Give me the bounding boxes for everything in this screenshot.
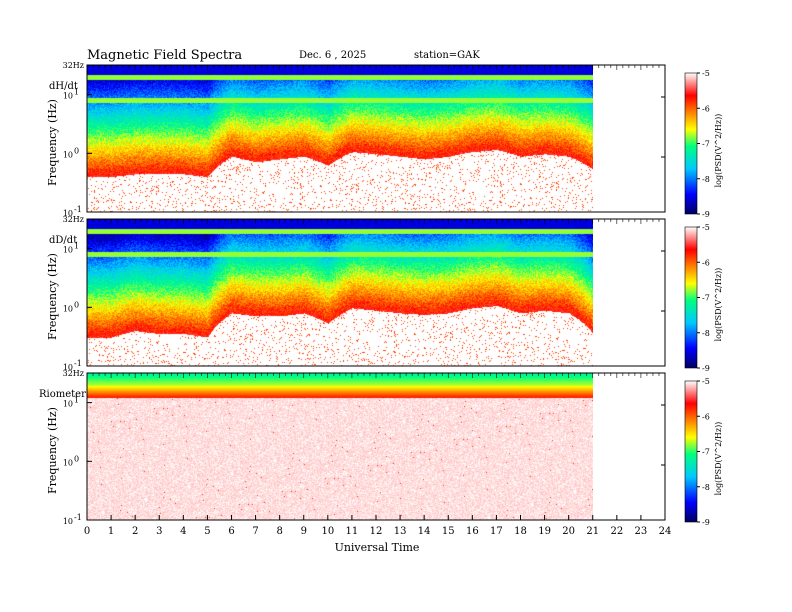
panel-name: Riometer (39, 389, 86, 400)
colorbar-tick-label: -6 (702, 412, 710, 421)
colorbar-tick-label: -6 (702, 104, 710, 113)
colorbar-tick-label: -9 (702, 518, 710, 527)
colorbar (684, 72, 698, 215)
y-tick-exponent: 0 (74, 454, 79, 463)
y-tick-label: 10 (63, 517, 73, 526)
colorbar-tick-label: -8 (702, 483, 710, 492)
y-tick-label: 10 (63, 458, 73, 467)
y-tick-exponent: 0 (74, 146, 79, 155)
spectrogram-image (87, 219, 593, 366)
x-axis-label: Universal Time (335, 541, 420, 554)
colorbar-tick-label: -7 (702, 448, 710, 457)
x-tick-label: 15 (442, 526, 455, 537)
colorbar-tick-label: -7 (702, 294, 710, 303)
x-tick-label: 2 (132, 526, 138, 537)
colorbar-tick-label: -5 (702, 223, 710, 232)
x-tick-label: 18 (514, 526, 527, 537)
y-tick-label: 10 (63, 304, 73, 313)
y-axis-label: Frequency (Hz) (46, 253, 59, 340)
panel-name: dD/dt (49, 235, 77, 246)
y-tick-exponent: 0 (74, 300, 79, 309)
time-axis: 0 1 2 3 4 5 6 7 8 9 10 11 12 13 14 15 16 17 18 19 20 21 22 23 24 (84, 515, 672, 537)
x-tick-label: 21 (586, 526, 599, 537)
x-tick-label: 13 (394, 526, 407, 537)
x-tick-label: 3 (156, 526, 162, 537)
x-tick-label: 5 (204, 526, 210, 537)
spectrogram-image (87, 65, 593, 212)
station-label: station=GAK (414, 50, 480, 61)
y-tick-label: 32Hz (63, 215, 84, 224)
x-tick-label: 9 (301, 526, 307, 537)
y-tick-exponent: -1 (74, 359, 82, 368)
y-axis-label: Frequency (Hz) (46, 407, 59, 494)
y-tick-exponent: 1 (74, 396, 79, 405)
x-tick-label: 22 (610, 526, 623, 537)
spectrogram-image (87, 373, 593, 520)
colorbar-tick-label: -8 (702, 329, 710, 338)
x-tick-label: 23 (635, 526, 648, 537)
colorbar-tick-label: -7 (702, 140, 710, 149)
x-tick-label: 19 (538, 526, 551, 537)
x-tick-label: 8 (276, 526, 282, 537)
colorbar-tick-label: -9 (702, 364, 710, 373)
x-tick-label: 1 (108, 526, 114, 537)
colorbar (684, 380, 698, 523)
y-tick-exponent: -1 (74, 513, 82, 522)
y-tick-label: 10 (63, 246, 73, 255)
colorbar-tick-label: -5 (702, 377, 710, 386)
y-tick-label: 32Hz (63, 369, 84, 378)
y-tick-exponent: 1 (74, 88, 79, 97)
panel-name: dH/dt (49, 81, 78, 92)
colorbar-tick-label: -8 (702, 175, 710, 184)
x-tick-label: 16 (466, 526, 479, 537)
y-tick-label: 10 (63, 400, 73, 409)
y-tick-label: 10 (63, 209, 73, 218)
x-tick-label: 24 (659, 526, 672, 537)
y-axis-label: Frequency (Hz) (46, 99, 59, 186)
x-tick-label: 10 (321, 526, 334, 537)
x-tick-label: 6 (228, 526, 234, 537)
x-tick-label: 14 (418, 526, 431, 537)
date-label: Dec. 6 , 2025 (299, 50, 366, 61)
x-tick-label: 20 (562, 526, 575, 537)
colorbar (684, 226, 698, 369)
colorbar-label: log(PSD(V^2/Hz)) (714, 422, 723, 496)
y-tick-exponent: 1 (74, 242, 79, 251)
colorbar-tick-label: -6 (702, 258, 710, 267)
colorbar-tick-label: -9 (702, 210, 710, 219)
colorbar-tick-label: -5 (702, 69, 710, 78)
x-tick-label: 0 (84, 526, 90, 537)
y-tick-label: 10 (63, 150, 73, 159)
x-tick-label: 12 (370, 526, 383, 537)
x-tick-label: 17 (490, 526, 503, 537)
figure-title: Magnetic Field Spectra (87, 48, 242, 63)
y-tick-label: 10 (63, 363, 73, 372)
y-tick-exponent: -1 (74, 205, 82, 214)
y-tick-label: 10 (63, 92, 73, 101)
colorbar-label: log(PSD(V^2/Hz)) (714, 268, 723, 342)
x-tick-label: 7 (252, 526, 258, 537)
x-tick-label: 11 (346, 526, 359, 537)
x-tick-label: 4 (180, 526, 186, 537)
y-tick-label: 32Hz (63, 61, 84, 70)
colorbar-label: log(PSD(V^2/Hz)) (714, 114, 723, 188)
